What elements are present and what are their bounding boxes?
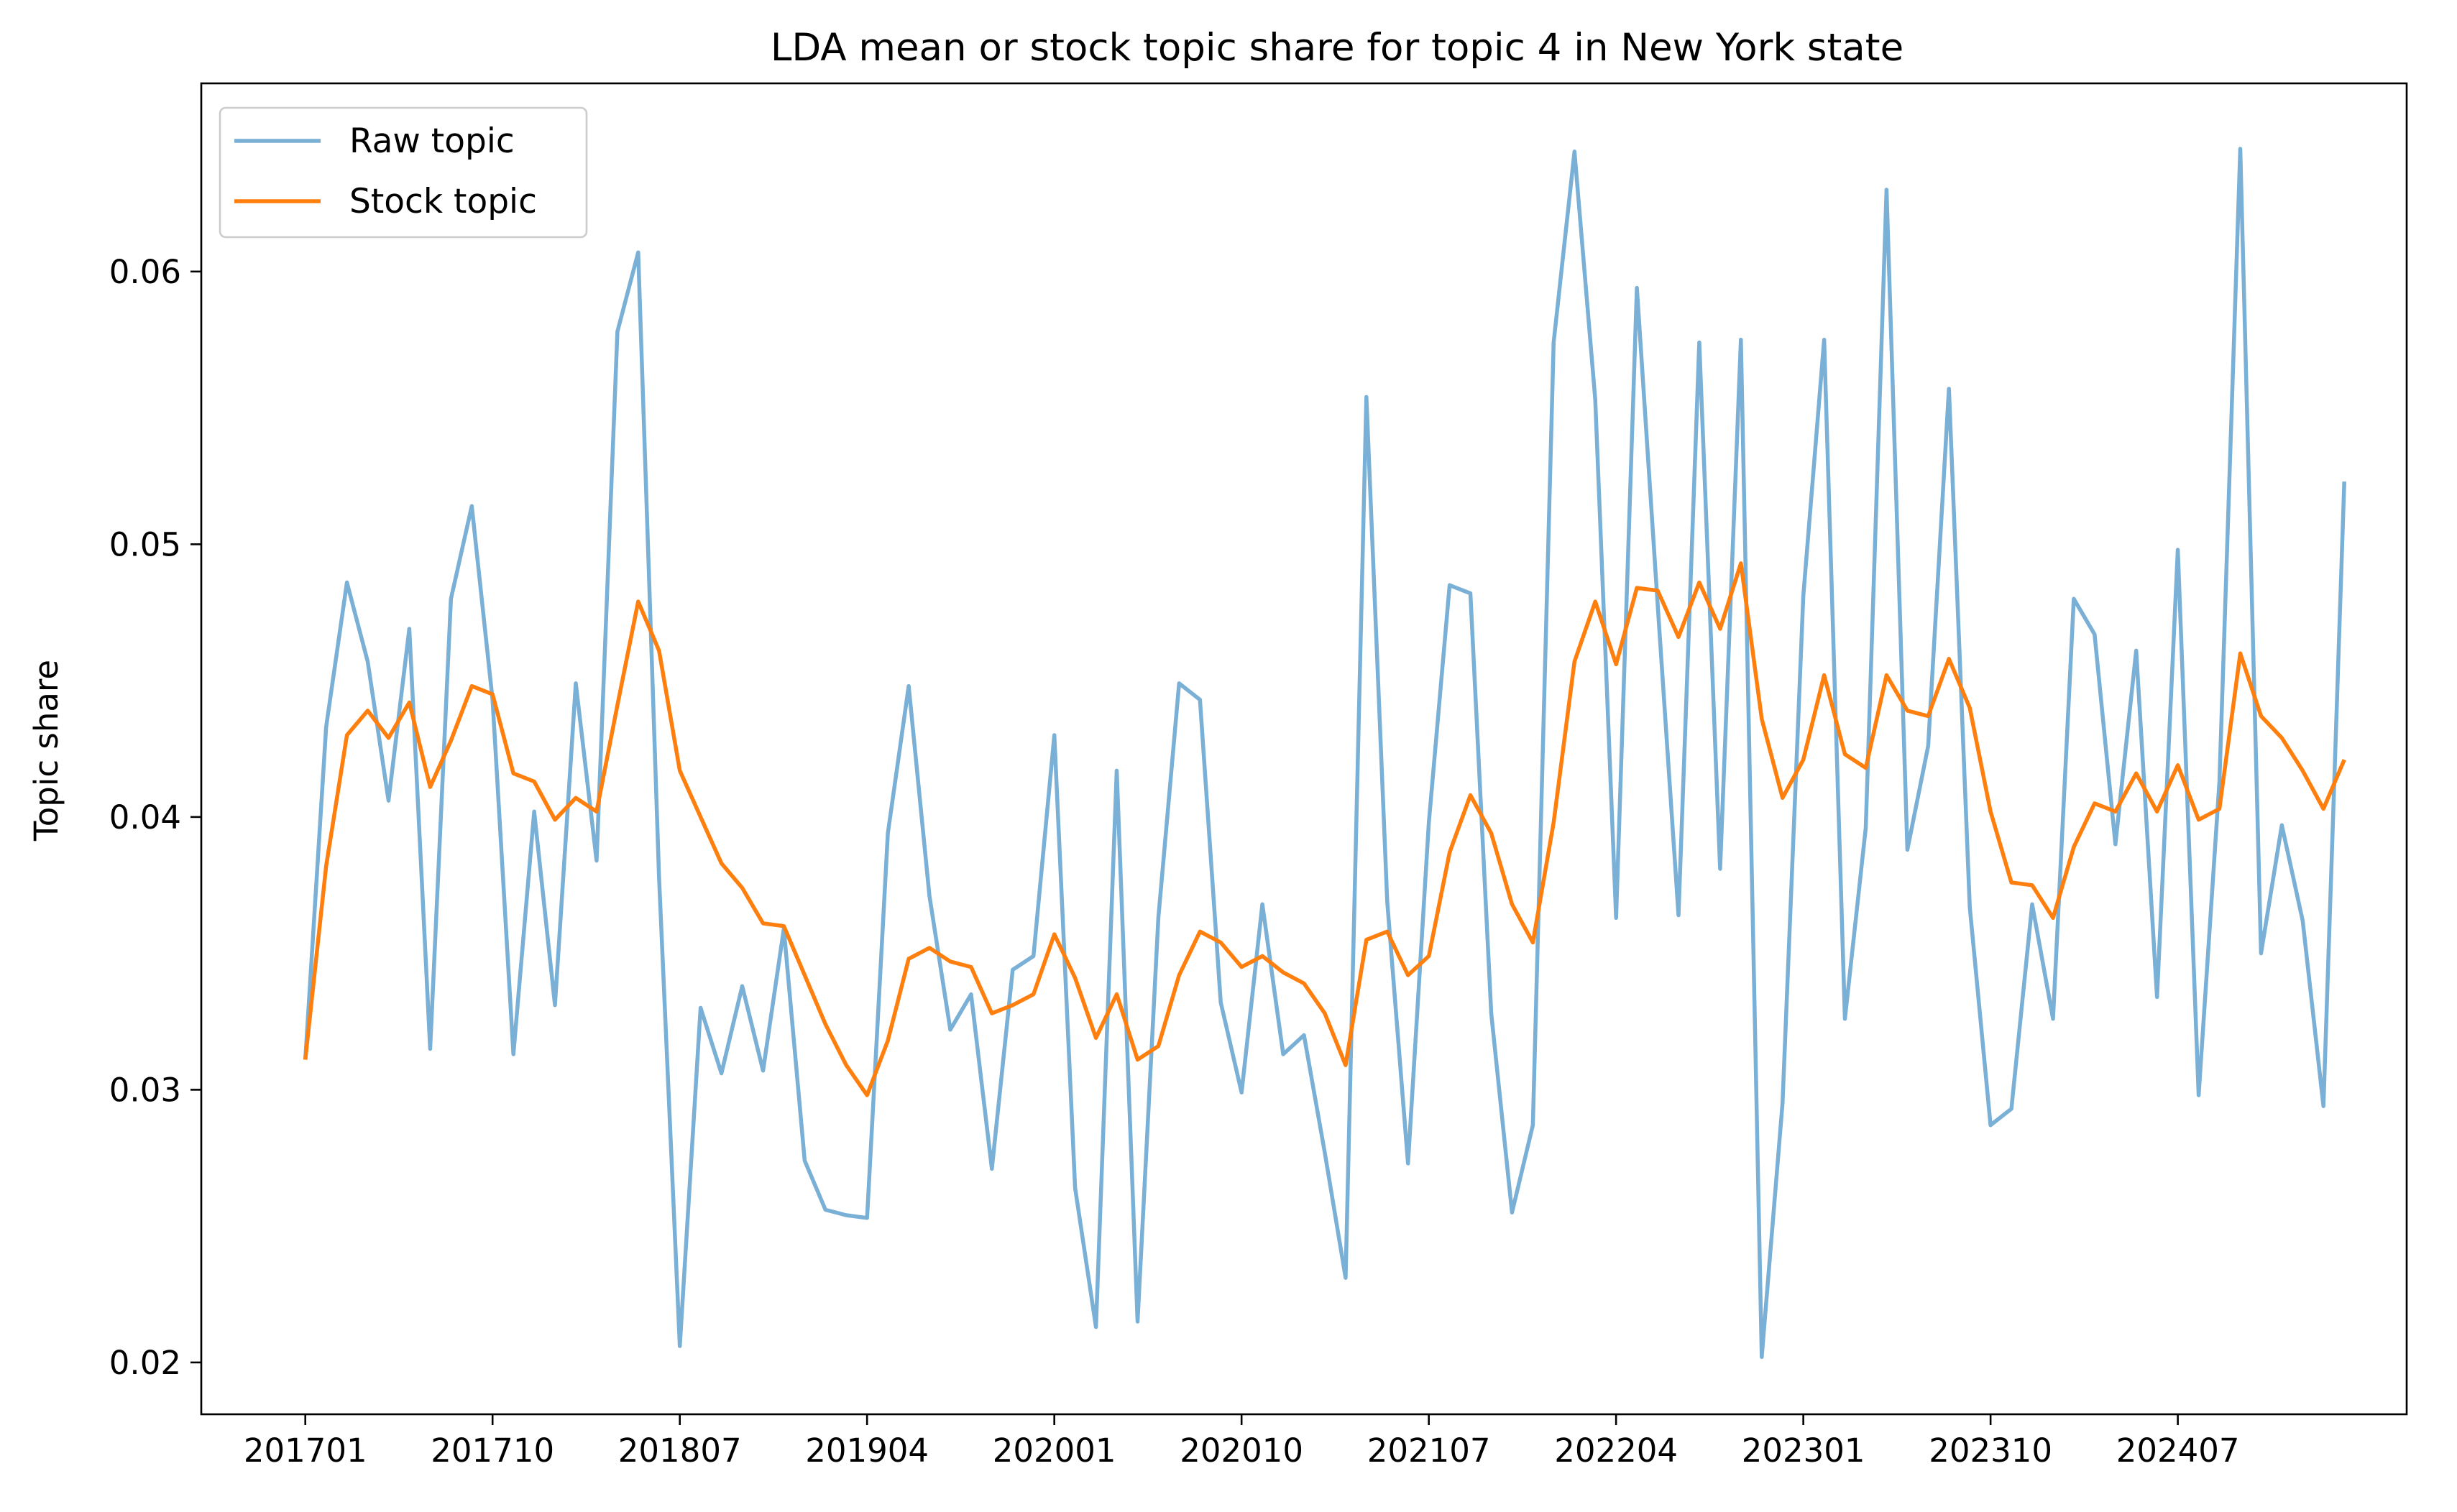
x-tick-label: 202310: [1929, 1432, 2052, 1470]
series-layer: [303, 147, 2346, 1360]
y-tick-label: 0.05: [109, 525, 181, 563]
x-axis: 201701 201710 201807 201904 202001 202010 2021…: [244, 1414, 2240, 1470]
chart-title: LDA mean or stock topic share for topic …: [771, 26, 1903, 70]
legend-label-stock-topic: Stock topic: [349, 182, 537, 221]
y-axis: 0.02 0.03 0.04 0.05 0.06: [109, 253, 201, 1382]
y-axis-label: Topic share: [27, 660, 65, 842]
y-tick-label: 0.04: [109, 798, 181, 836]
x-tick-label: 201807: [618, 1432, 742, 1470]
legend: Raw topic Stock topic: [219, 106, 588, 239]
y-tick-label: 0.03: [109, 1071, 181, 1109]
series-line-stock-topic: [303, 561, 2346, 1097]
x-tick-label: 201904: [805, 1432, 929, 1470]
x-tick-label: 201701: [244, 1432, 367, 1470]
x-tick-label: 202301: [1742, 1432, 1865, 1470]
x-tick-label: 202001: [993, 1432, 1116, 1470]
plot-frame: [200, 82, 2408, 1416]
x-tick-label: 202204: [1554, 1432, 1678, 1470]
x-tick-label: 202107: [1367, 1432, 1491, 1470]
legend-label-raw-topic: Raw topic: [349, 121, 515, 161]
y-tick-label: 0.02: [109, 1344, 181, 1382]
x-tick-label: 202010: [1180, 1432, 1303, 1470]
y-tick-label: 0.06: [109, 253, 181, 291]
x-tick-label: 202407: [2116, 1432, 2240, 1470]
x-tick-label: 201710: [431, 1432, 554, 1470]
series-line-raw-topic: [303, 147, 2346, 1360]
